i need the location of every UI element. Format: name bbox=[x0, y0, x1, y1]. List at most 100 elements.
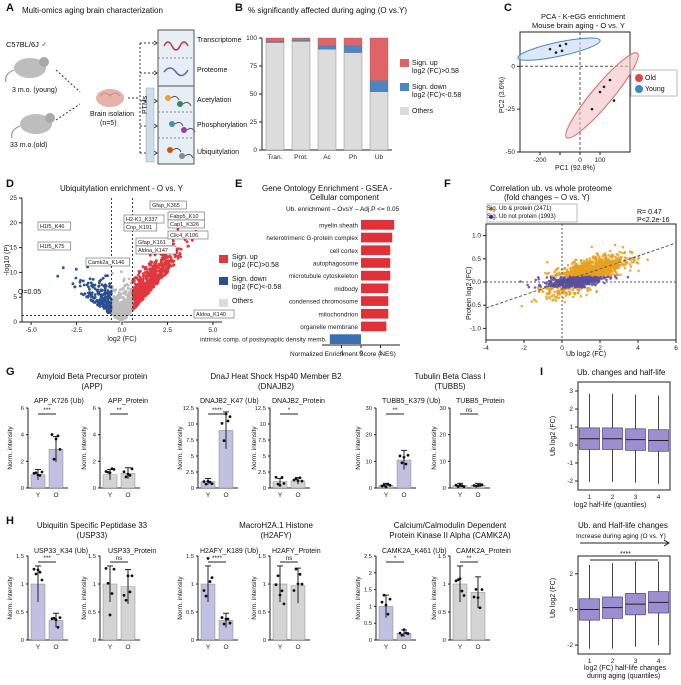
gh-dot bbox=[112, 567, 116, 571]
f-point bbox=[583, 285, 587, 289]
c-legend-old: Old bbox=[645, 75, 656, 82]
gh-dot bbox=[50, 433, 54, 436]
gh-dot bbox=[38, 570, 42, 574]
f-point bbox=[587, 267, 590, 271]
gh-ylabel: Norm. intensity bbox=[7, 576, 14, 620]
gh-dot bbox=[122, 593, 126, 597]
volcano-point bbox=[134, 299, 138, 303]
f-point bbox=[570, 269, 574, 272]
f-point bbox=[554, 275, 558, 278]
b-legend-swatch bbox=[400, 83, 409, 91]
gh-ytick-label: 10 bbox=[440, 459, 446, 465]
volcano-point bbox=[167, 264, 171, 268]
volcano-point bbox=[169, 256, 173, 260]
gene-label: H1f5_K46 bbox=[40, 224, 64, 230]
f-point bbox=[585, 293, 588, 297]
volcano-point bbox=[132, 288, 136, 291]
c-legend-young: Young bbox=[645, 86, 665, 93]
volcano-point bbox=[86, 265, 89, 269]
gene-label: Aldoa_K147 bbox=[138, 248, 168, 254]
gh-ytick-label: 30 bbox=[440, 406, 446, 412]
b-legend-others: Others bbox=[412, 108, 434, 115]
f-points bbox=[519, 243, 649, 308]
gh-dot bbox=[474, 587, 478, 591]
gh-dot bbox=[128, 590, 132, 594]
b-xtick-label: Ub bbox=[375, 154, 384, 161]
volcano-point bbox=[179, 247, 183, 251]
panel-label-b: B bbox=[235, 2, 243, 14]
f-xtick-label: 2 bbox=[598, 345, 602, 352]
b-legend-down1: Sign. down bbox=[412, 84, 447, 91]
gh-dot bbox=[36, 568, 40, 572]
volcano-point bbox=[144, 291, 148, 295]
gh-dot bbox=[112, 467, 116, 471]
f-point bbox=[526, 283, 529, 287]
layer-proteome: Proteome bbox=[197, 67, 228, 74]
volcano-point bbox=[119, 296, 123, 299]
gh-ytick-label: 2 bbox=[21, 459, 24, 465]
f-ytick-label: 0.5 bbox=[472, 256, 481, 263]
gh-dot bbox=[274, 583, 278, 587]
gh-ytick-label: 0.5 bbox=[16, 610, 24, 616]
gene-label: Fabp5_K10 bbox=[170, 214, 198, 220]
volcano-point bbox=[155, 272, 158, 276]
volcano-point bbox=[113, 289, 117, 293]
gh-ytick-label: 10 bbox=[188, 422, 194, 428]
f-point bbox=[571, 283, 575, 287]
d-legend-up2: log2 (FC)>0.58 bbox=[232, 262, 279, 269]
f-point bbox=[621, 251, 624, 255]
gh-dot bbox=[106, 581, 110, 585]
h3-sub-prot: CAMK2A_Protein bbox=[456, 548, 511, 555]
f-point bbox=[617, 256, 620, 259]
volcano-point bbox=[108, 311, 112, 314]
f-point bbox=[563, 300, 567, 304]
f-point bbox=[562, 296, 565, 300]
gh-ytick-label: 2 bbox=[369, 571, 372, 577]
f-point bbox=[625, 261, 628, 265]
volcano-point bbox=[142, 272, 145, 275]
volcano-point bbox=[124, 289, 128, 293]
gsea-term-label: cell cortex bbox=[330, 248, 359, 255]
gh-ytick-label: 6 bbox=[21, 406, 24, 412]
volcano-point bbox=[112, 303, 115, 306]
f-stat-p: P<2.2e-16 bbox=[637, 217, 670, 224]
f-point bbox=[555, 272, 559, 276]
volcano-point bbox=[118, 316, 122, 319]
volcano-point bbox=[115, 316, 119, 320]
volcano-point bbox=[103, 289, 107, 292]
volcano-point bbox=[100, 301, 103, 305]
c-ylabel: PC2 (3.6%) bbox=[499, 77, 506, 113]
panel-label-h: H bbox=[6, 515, 14, 527]
f-point bbox=[607, 261, 611, 265]
f-point bbox=[626, 275, 630, 279]
e-xtick-label: 1 bbox=[379, 350, 383, 357]
gh-dot bbox=[294, 567, 298, 571]
volcano-point bbox=[126, 306, 129, 310]
gh-dot bbox=[300, 582, 304, 586]
volcano-point bbox=[165, 260, 168, 263]
gh-ytick-label: 0 bbox=[443, 638, 446, 644]
f-point bbox=[620, 255, 623, 259]
c-ytick-label: 0 bbox=[511, 63, 515, 70]
brain-n-label: (n=5) bbox=[100, 120, 117, 127]
f-point bbox=[612, 260, 616, 263]
gh-dot bbox=[124, 475, 128, 479]
gh-ytick-label: 1.5 bbox=[16, 554, 24, 560]
gh-ytick-label: 1 bbox=[443, 582, 446, 588]
f-point bbox=[590, 245, 593, 249]
gh-ytick-label: 12.5 bbox=[183, 406, 194, 412]
volcano-point bbox=[95, 299, 99, 302]
b-legend-up1: Sign. up bbox=[412, 60, 438, 67]
g3-title1: Tubulin Beta Class I bbox=[414, 372, 486, 381]
f-point bbox=[588, 261, 591, 264]
old-mouse-icon-tail bbox=[11, 125, 21, 139]
gh-ytick-label: 4 bbox=[21, 433, 25, 439]
volcano-point bbox=[111, 312, 115, 316]
h2-sub-ub: H2AFY_K189 (Ub) bbox=[200, 548, 259, 555]
gh-dot bbox=[222, 439, 226, 443]
gh-dot bbox=[406, 632, 410, 635]
d-ytick-label: 0 bbox=[13, 319, 17, 326]
gh-dot bbox=[298, 476, 302, 480]
gsea-bar bbox=[329, 334, 361, 344]
volcano-point bbox=[96, 289, 100, 293]
